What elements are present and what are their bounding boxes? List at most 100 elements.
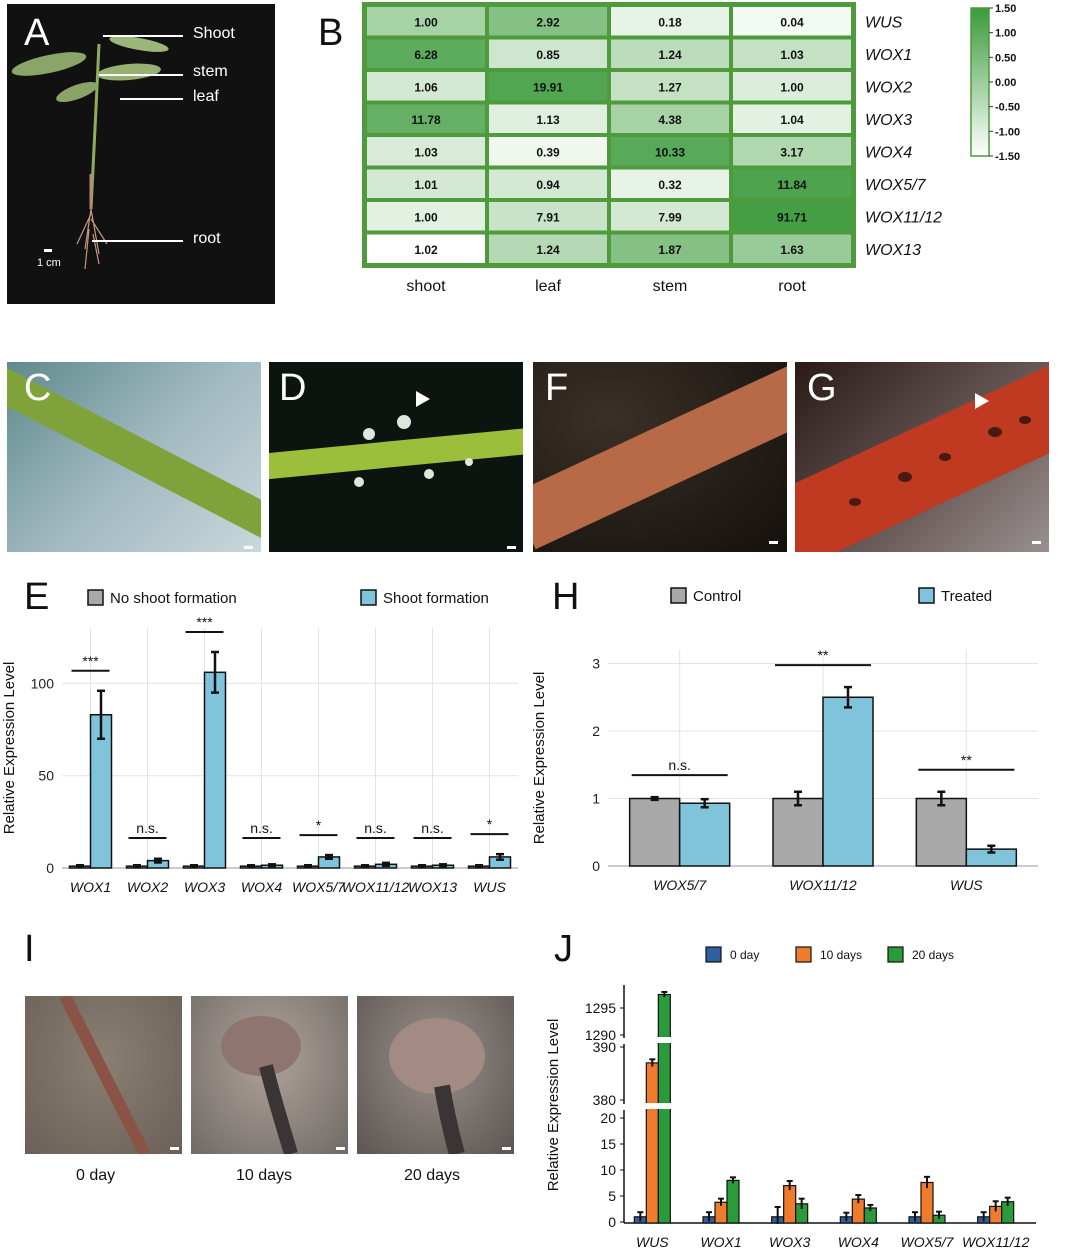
stem-segment-d [269,415,523,487]
heatmap-cell [489,137,607,166]
scale-bar-i1 [170,1147,179,1150]
heatmap-cell [733,7,851,36]
scale-bar-a [44,249,52,252]
scale-bar-i3 [502,1147,511,1150]
heatmap-cell [489,39,607,68]
heatmap-value: 1.63 [780,243,804,257]
panel-a-photo [7,4,275,304]
significance-label: ** [818,647,829,663]
heatmap-cell [367,137,485,166]
explant-0day [59,996,151,1154]
colorbar-label: 0.00 [995,77,1016,89]
significance-label: n.s. [136,820,159,836]
significance-label: ** [961,752,972,768]
bar [628,797,681,867]
arrowhead-d-icon [416,391,430,407]
y-tick-label: 3 [592,656,600,672]
x-tick-label: WOX4 [838,1234,879,1250]
x-tick-label: WOX5/7 [901,1234,955,1250]
heatmap-cell [367,39,485,68]
x-tick-label: WOX11/12 [789,877,857,893]
scale-bar-label: 1 cm [37,257,61,269]
legend-label: Shoot formation [383,590,489,607]
photo-f [533,362,787,552]
heatmap-value: 6.28 [414,48,438,62]
heatmap-cell [733,72,851,101]
y-tick-label: 100 [31,675,55,691]
y-tick-label: 15 [600,1136,616,1152]
heatmap-value: 0.18 [658,15,682,29]
heatmap-cell [489,7,607,36]
y-tick-label: 1295 [585,1000,616,1016]
bar [783,1185,797,1224]
heatmap-cell [367,72,485,101]
heatmap-value: 1.03 [780,48,804,62]
heatmap-value: 91.71 [777,210,807,224]
heatmap-value: 7.99 [658,210,682,224]
x-tick-label: WOX5/7 [653,877,707,893]
bar [772,797,824,867]
y-tick-label: 0 [592,858,600,874]
heatmap-value: 11.84 [777,178,807,192]
heatmap-value: 1.02 [414,243,438,257]
y-tick-label: 0 [608,1214,616,1230]
bar [915,797,968,867]
heatmap-row-label: WOX2 [865,79,912,96]
scale-bar-f [769,541,778,544]
heatmap-cell [367,234,485,263]
heatmap-value: 1.00 [414,15,438,29]
stem-pointer [99,74,183,76]
y-axis-label: Relative Expression Level [545,1019,562,1192]
photo-i-10days [191,996,348,1154]
explant-10days [221,1016,301,1154]
legend-label: 20 days [912,948,954,962]
legend-swatch [705,946,722,963]
y-axis-label: Relative Expression Level [531,672,548,845]
y-tick-label: 380 [593,1092,617,1108]
heatmap-cell [611,104,729,133]
heatmap-value: 11.78 [411,113,441,127]
heatmap-value: 1.04 [780,113,804,127]
colorbar-label: 1.50 [995,3,1016,15]
caption-10days: 10 days [236,1167,293,1184]
heatmap-col-label: root [778,278,806,295]
heatmap-cell [367,169,485,198]
bar [726,1179,740,1224]
axis-break [618,1104,630,1110]
heatmap-value: 1.03 [414,145,438,159]
legend-swatch [795,946,812,963]
plant-illustration [11,36,169,270]
legend-swatch [918,587,935,604]
heatmap-col-label: shoot [406,278,446,295]
heatmap-cell [367,202,485,231]
leaf-pointer [120,98,183,100]
panel-label-c: C [24,367,52,409]
y-axis-label: Relative Expression Level [1,662,18,835]
heatmap-value: 0.32 [658,178,682,192]
heatmap-cell [489,202,607,231]
heatmap-cell [733,104,851,133]
panel-label-i: I [24,928,35,970]
scale-bar-d [507,546,516,549]
bar [203,671,227,869]
label-root: root [193,230,221,247]
colorbar-label: -1.00 [995,126,1020,138]
heatmap-value: 10.33 [655,145,685,159]
heatmap-cell [611,7,729,36]
heatmap-value: 3.17 [780,145,804,159]
panel-label-g: G [807,367,837,409]
heatmap-value: 1.06 [414,80,438,94]
bar [678,802,731,867]
x-tick-label: WUS [636,1234,669,1250]
heatmap-value: 1.13 [536,113,560,127]
stem-segment-f [533,366,787,550]
panel-label-d: D [279,367,307,409]
colorbar-label: 0.50 [995,52,1016,64]
bar [645,1062,659,1224]
y-tick-label: 1290 [585,1027,616,1043]
heatmap-cell [611,137,729,166]
y-tick-label: 50 [38,768,54,784]
y-tick-label: 0 [46,860,54,876]
